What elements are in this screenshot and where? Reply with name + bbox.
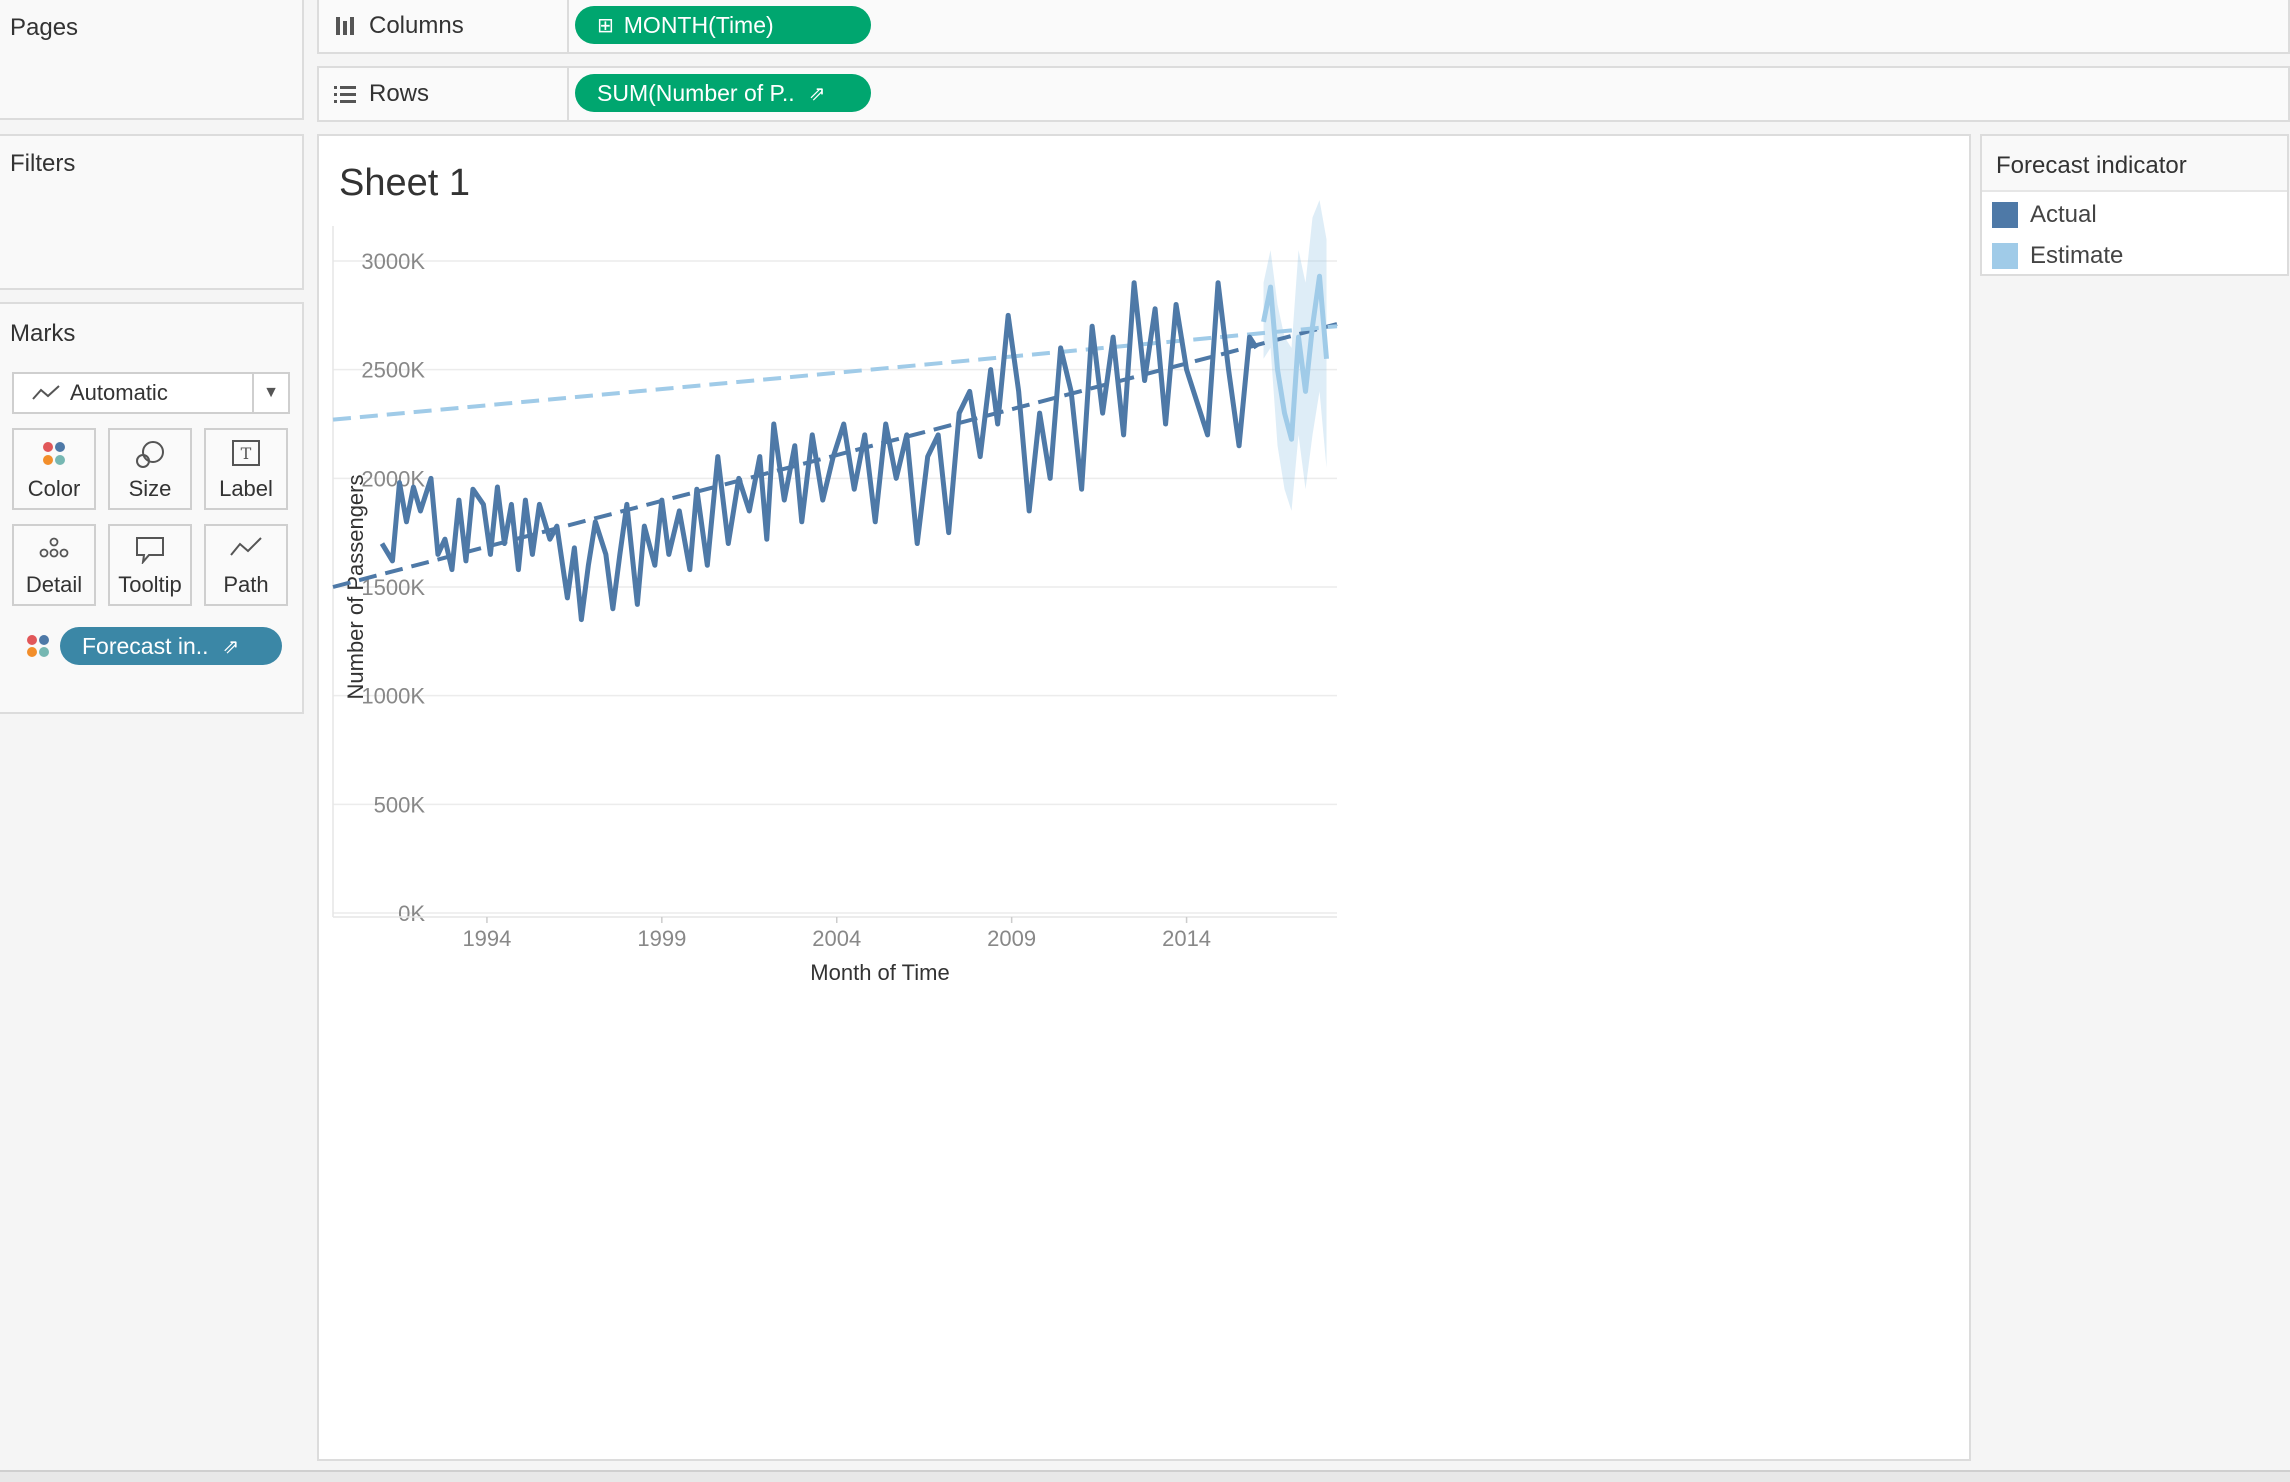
sheet-tabs-bar[interactable] xyxy=(0,1470,2290,1482)
x-tick-label: 2009 xyxy=(987,926,1036,951)
mark-type-label: Automatic xyxy=(70,380,168,405)
color-field-pill[interactable]: Forecast in.. ⇗ xyxy=(60,627,282,665)
pages-panel[interactable]: Pages xyxy=(0,0,304,120)
path-line-icon xyxy=(206,536,286,558)
rows-label: Rows xyxy=(369,80,430,107)
sheet-title: Sheet 1 xyxy=(339,162,470,204)
marks-tooltip-label: Tooltip xyxy=(118,572,182,597)
mark-type-dropdown[interactable]: Automatic ▼ xyxy=(12,372,290,414)
detail-dots-icon xyxy=(14,536,94,560)
pages-title: Pages xyxy=(10,14,79,41)
marks-color-label: Color xyxy=(27,476,81,501)
expand-plus-icon[interactable]: ⊞ xyxy=(597,14,614,37)
marks-title: Marks xyxy=(10,320,76,347)
color-dots-icon xyxy=(14,440,94,468)
legend-item-actual[interactable]: Actual xyxy=(1992,200,2097,230)
legend-item-estimate[interactable]: Estimate xyxy=(1992,241,2123,271)
legend-swatch-actual xyxy=(1992,202,2018,228)
series-line-actual xyxy=(379,280,1259,623)
rows-pill[interactable]: SUM(Number of P.. ⇗ xyxy=(575,74,871,112)
swap-icon: ⇗ xyxy=(808,82,826,105)
text-label-icon: T xyxy=(206,440,286,466)
rows-icon xyxy=(331,84,359,104)
marks-label-button[interactable]: T Label xyxy=(204,428,288,510)
y-tick-label: 3000K xyxy=(361,249,425,274)
tooltip-bubble-icon xyxy=(110,536,190,564)
y-axis-title: Number of Passengers xyxy=(343,475,368,700)
y-tick-label: 2500K xyxy=(361,358,425,383)
y-tick-label: 1500K xyxy=(361,575,425,600)
color-encoding-icon xyxy=(24,633,52,664)
x-tick-label: 2004 xyxy=(812,926,861,951)
marks-color-button[interactable]: Color xyxy=(12,428,96,510)
chevron-down-icon[interactable]: ▼ xyxy=(252,374,288,412)
marks-label-label: Label xyxy=(219,476,273,501)
x-tick-label: 1999 xyxy=(637,926,686,951)
color-field-label: Forecast in.. xyxy=(82,632,209,659)
legend-swatch-estimate xyxy=(1992,243,2018,269)
columns-pill[interactable]: ⊞ MONTH(Time) xyxy=(575,6,871,44)
marks-detail-button[interactable]: Detail xyxy=(12,524,96,606)
columns-icon xyxy=(331,15,359,37)
columns-label: Columns xyxy=(369,12,464,39)
marks-path-button[interactable]: Path xyxy=(204,524,288,606)
size-circles-icon xyxy=(110,440,190,470)
trend-line-estimate xyxy=(332,324,1338,422)
color-legend[interactable]: Forecast indicator Actual Estimate xyxy=(1980,134,2289,276)
x-axis-title: Month of Time xyxy=(810,960,949,985)
y-tick-label: 500K xyxy=(374,792,426,817)
filters-panel[interactable]: Filters xyxy=(0,134,304,290)
columns-pill-label: MONTH(Time) xyxy=(623,11,774,38)
swap-icon: ⇗ xyxy=(222,635,240,658)
rows-pill-label: SUM(Number of P.. xyxy=(597,79,795,106)
marks-path-label: Path xyxy=(223,572,269,597)
y-tick-label: 0K xyxy=(398,901,425,926)
legend-label-actual: Actual xyxy=(2030,201,2097,228)
x-tick-label: 2014 xyxy=(1162,926,1211,951)
y-tick-label: 1000K xyxy=(361,684,425,709)
x-tick-label: 1994 xyxy=(462,926,511,951)
marks-size-label: Size xyxy=(128,476,172,501)
rows-shelf[interactable]: Rows SUM(Number of P.. ⇗ xyxy=(317,66,2290,122)
marks-tooltip-button[interactable]: Tooltip xyxy=(108,524,192,606)
columns-label-box: Columns xyxy=(319,0,569,52)
legend-title: Forecast indicator xyxy=(1982,136,2287,192)
legend-label-estimate: Estimate xyxy=(2030,242,2124,269)
line-mark-icon xyxy=(32,384,60,402)
worksheet: Sheet 1 0K 500K 1000K 1500K 2000K 2500K 3000K 1… xyxy=(317,134,1971,1461)
marks-size-button[interactable]: Size xyxy=(108,428,192,510)
marks-detail-label: Detail xyxy=(25,572,83,597)
filters-title: Filters xyxy=(10,150,76,177)
columns-shelf[interactable]: Columns ⊞ MONTH(Time) xyxy=(317,0,2290,54)
svg-text:T: T xyxy=(241,444,252,463)
rows-label-box: Rows xyxy=(319,68,569,120)
series-line-estimate xyxy=(1261,273,1329,442)
